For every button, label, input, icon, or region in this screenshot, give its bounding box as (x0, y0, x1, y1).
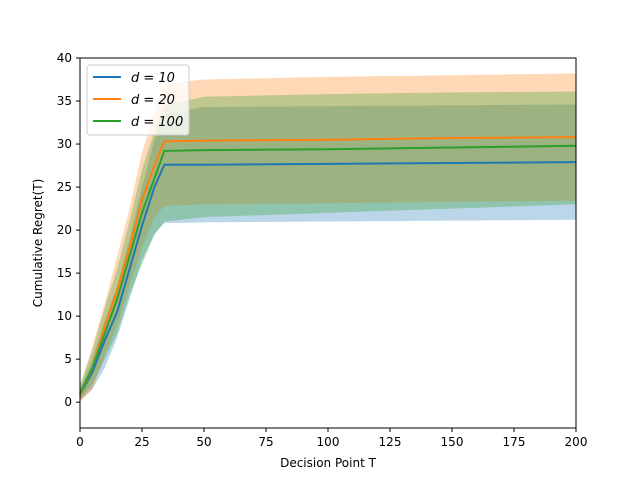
y-tick-label: 10 (57, 309, 72, 323)
x-tick-label: 200 (565, 435, 588, 449)
x-tick-label: 75 (258, 435, 273, 449)
x-tick-label: 125 (379, 435, 402, 449)
x-tick-label: 175 (503, 435, 526, 449)
legend-box (86, 64, 190, 136)
x-tick-label: 0 (76, 435, 84, 449)
y-axis-label: Cumulative Regret(T) (31, 179, 45, 308)
x-axis-label: Decision Point T (280, 456, 377, 470)
confidence-band-1 (80, 73, 576, 403)
series-line-1 (79, 136, 577, 396)
x-tick-label: 100 (317, 435, 340, 449)
legend-label-0: d = 10 (131, 71, 175, 86)
legend-label-2: d = 100 (131, 115, 183, 130)
confidence-band-0 (80, 104, 576, 401)
x-tick-label: 150 (441, 435, 464, 449)
y-tick-label: 40 (57, 51, 72, 65)
y-tick-label: 15 (57, 266, 72, 280)
y-tick-label: 0 (64, 395, 72, 409)
series-line-2 (79, 144, 577, 395)
y-tick-label: 35 (57, 94, 72, 108)
series-line-0 (79, 161, 577, 396)
confidence-band-2 (80, 91, 576, 400)
y-tick-label: 25 (57, 180, 72, 194)
legend: d = 10 d = 20 d = 100 (86, 64, 190, 136)
y-axis-ticks: 0 5 10 15 20 25 30 35 40 (57, 51, 80, 409)
x-tick-label: 25 (134, 435, 149, 449)
series-lines (79, 136, 577, 396)
confidence-bands (80, 73, 576, 403)
y-tick-label: 30 (57, 137, 72, 151)
x-tick-label: 50 (196, 435, 211, 449)
y-tick-label: 20 (57, 223, 72, 237)
legend-label-1: d = 20 (131, 93, 175, 108)
x-axis-ticks: 0 25 50 75 100 125 150 175 200 (76, 428, 587, 449)
y-tick-label: 5 (64, 352, 72, 366)
